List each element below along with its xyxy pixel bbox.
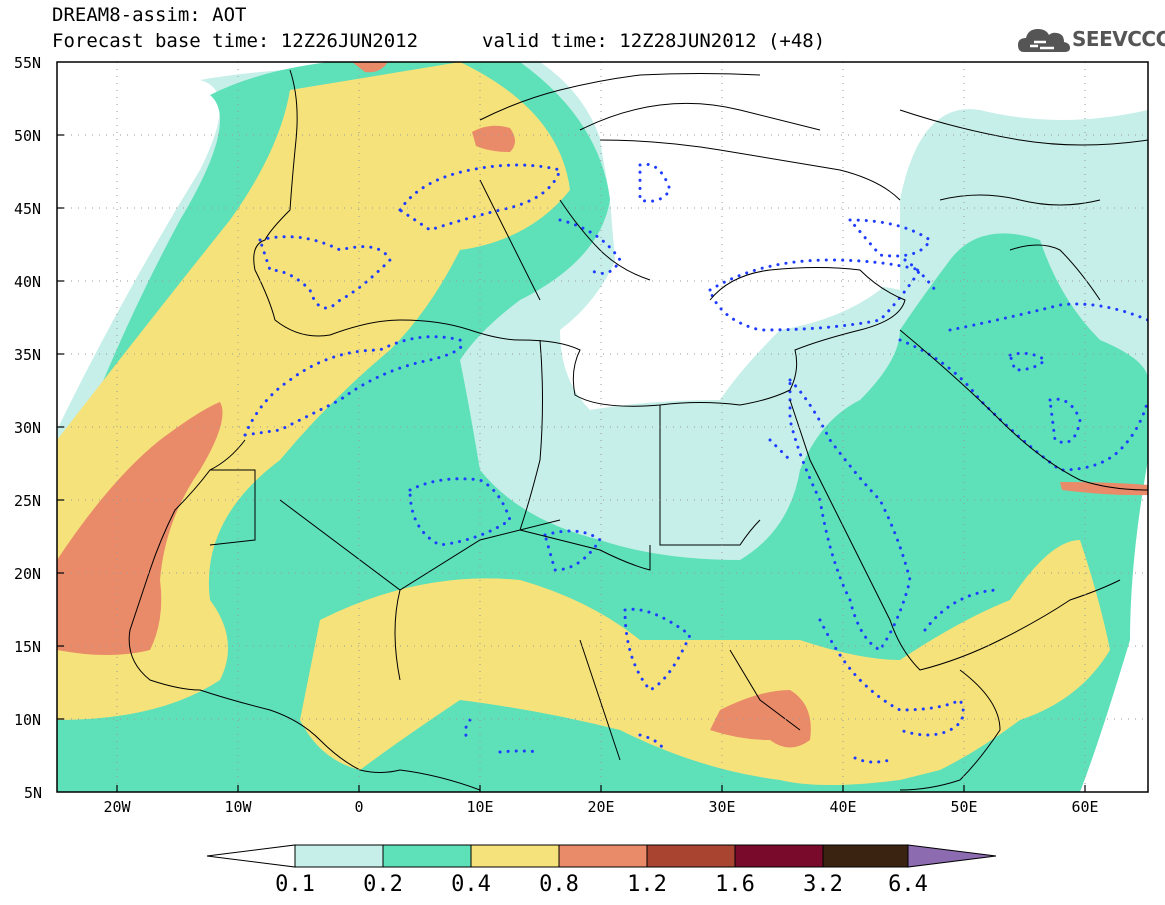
lon-label-50e: 50E (950, 798, 978, 816)
colorbar-label-0-4: 0.4 (451, 872, 491, 897)
lat-label-55n: 55N (14, 54, 42, 72)
lat-label-35n: 35N (14, 346, 42, 364)
valid-time: valid time: 12Z28JUN2012 (+48) (482, 30, 826, 52)
aot-area-0-8 (57, 402, 223, 655)
logo-text: SEEVCCC (1072, 27, 1165, 51)
lon-label-30e: 30E (708, 798, 736, 816)
lat-label-25n: 25N (14, 492, 42, 510)
lat-label-10n: 10N (14, 711, 42, 729)
lat-label-30n: 30N (14, 419, 42, 437)
lat-label-15n: 15N (14, 638, 42, 656)
lon-label-0: 0 (354, 798, 364, 816)
lon-label-20e: 20E (587, 798, 615, 816)
map-title: DREAM8-assim: AOT (52, 4, 247, 26)
colorbar-label-0-8: 0.8 (539, 872, 579, 897)
lat-label-45n: 45N (14, 200, 42, 218)
cloud-icon (1018, 29, 1070, 52)
colorbar (206, 844, 997, 868)
lon-label-20w: 20W (103, 798, 131, 816)
lon-label-40e: 40E (829, 798, 857, 816)
colorbar-label-1-2: 1.2 (627, 872, 667, 897)
coastlines (128, 69, 1148, 791)
lon-label-60e: 60E (1071, 798, 1099, 816)
colorbar-label-1-6: 1.6 (715, 872, 755, 897)
colorbar-label-6-4: 6.4 (888, 872, 928, 897)
lat-label-40n: 40N (14, 273, 42, 291)
colorbar-label-0-2: 0.2 (363, 872, 403, 897)
lat-label-20n: 20N (14, 565, 42, 583)
axis-ticks (57, 134, 1086, 792)
graticule (57, 62, 1148, 792)
seevccc-logo: SEEVCCC (1016, 20, 1165, 60)
colorbar-label-0-1: 0.1 (275, 872, 315, 897)
lon-label-10e: 10E (466, 798, 494, 816)
lon-label-10w: 10W (224, 798, 252, 816)
colorbar-label-3-2: 3.2 (803, 872, 843, 897)
lat-label-5n: 5N (24, 784, 43, 802)
forecast-base-time: Forecast base time: 12Z26JUN2012 (52, 30, 419, 52)
lat-label-50n: 50N (14, 127, 42, 145)
